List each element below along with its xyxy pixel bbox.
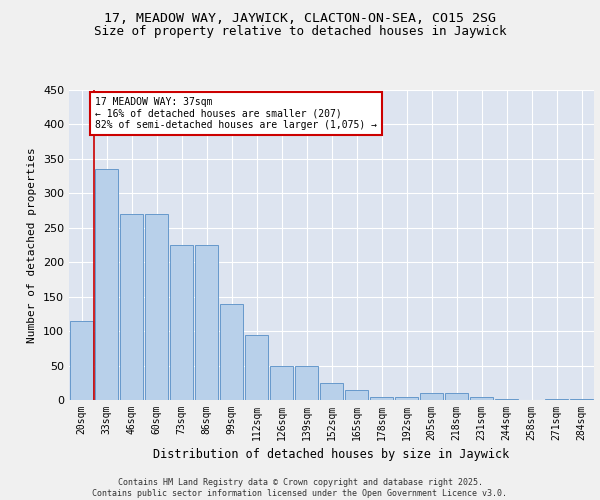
- Bar: [370, 396, 393, 400]
- Bar: [420, 393, 443, 400]
- Bar: [495, 398, 518, 400]
- Bar: [245, 334, 268, 400]
- Bar: [195, 245, 218, 400]
- Bar: [70, 321, 93, 400]
- Y-axis label: Number of detached properties: Number of detached properties: [28, 147, 37, 343]
- Bar: [270, 366, 293, 400]
- Bar: [120, 214, 143, 400]
- X-axis label: Distribution of detached houses by size in Jaywick: Distribution of detached houses by size …: [154, 448, 509, 462]
- Bar: [395, 396, 418, 400]
- Text: Contains HM Land Registry data © Crown copyright and database right 2025.
Contai: Contains HM Land Registry data © Crown c…: [92, 478, 508, 498]
- Bar: [220, 304, 243, 400]
- Text: Size of property relative to detached houses in Jaywick: Size of property relative to detached ho…: [94, 25, 506, 38]
- Text: 17 MEADOW WAY: 37sqm
← 16% of detached houses are smaller (207)
82% of semi-deta: 17 MEADOW WAY: 37sqm ← 16% of detached h…: [95, 97, 377, 130]
- Bar: [170, 245, 193, 400]
- Bar: [345, 390, 368, 400]
- Text: 17, MEADOW WAY, JAYWICK, CLACTON-ON-SEA, CO15 2SG: 17, MEADOW WAY, JAYWICK, CLACTON-ON-SEA,…: [104, 12, 496, 26]
- Bar: [445, 393, 468, 400]
- Bar: [320, 383, 343, 400]
- Bar: [545, 398, 568, 400]
- Bar: [95, 169, 118, 400]
- Bar: [145, 214, 168, 400]
- Bar: [470, 396, 493, 400]
- Bar: [295, 366, 318, 400]
